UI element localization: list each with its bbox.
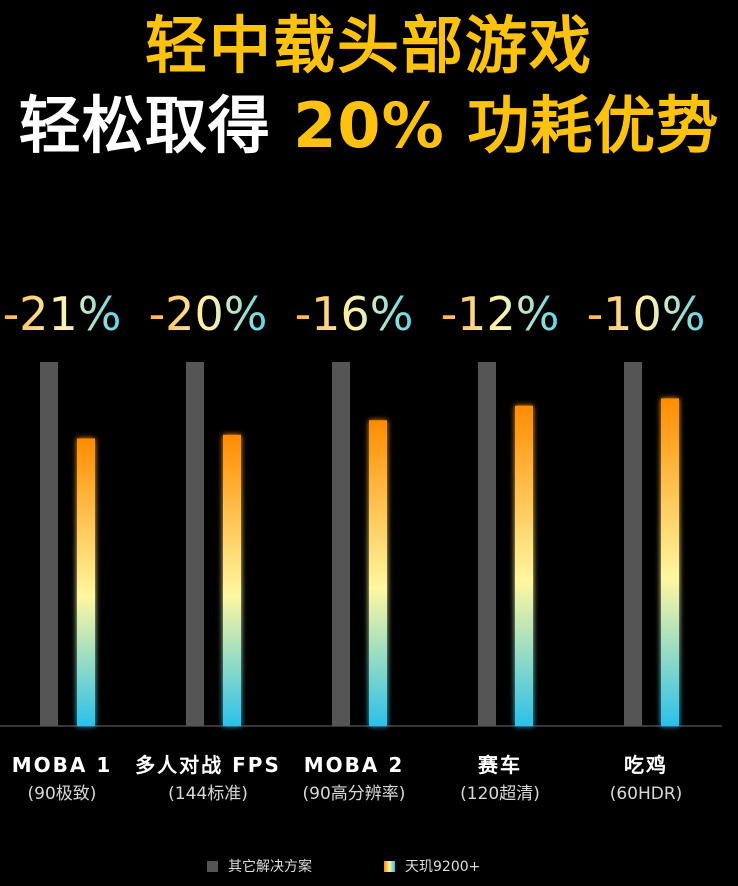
bar-chart: -21% -20% -16% -12% -10% <box>0 287 722 727</box>
category-label: 多人对战 FPS (144标准) <box>135 752 281 806</box>
category-setting: (144标准) <box>168 784 248 804</box>
category-label: 赛车 (120超清) <box>427 752 573 806</box>
legend-label-dimensity: 天玑9200+ <box>405 859 481 875</box>
legend-swatch-gradient-icon <box>384 860 395 872</box>
data-label-percent: -10% <box>587 287 706 341</box>
bar-other-solution <box>186 362 204 726</box>
bar-dimensity-9200plus <box>661 398 679 726</box>
legend-label-other: 其它解决方案 <box>228 859 312 875</box>
category-name: MOBA 2 <box>303 753 405 777</box>
category-label: 吃鸡 (60HDR) <box>573 752 719 806</box>
title-line2-highlight: 20% 功耗优势 <box>293 89 720 162</box>
category-label: MOBA 1 (90极致) <box>0 752 135 806</box>
category-name: MOBA 1 <box>11 753 113 777</box>
data-label-percent: -21% <box>3 287 122 341</box>
legend-item-other: 其它解决方案 <box>207 856 312 876</box>
category-setting: (90高分辨率) <box>302 784 406 804</box>
category-setting: (120超清) <box>460 784 540 804</box>
bar-other-solution <box>332 362 350 726</box>
category-name: 多人对战 FPS <box>135 753 281 777</box>
data-label-percent: -12% <box>441 287 560 341</box>
bar-other-solution <box>624 362 642 726</box>
bar-dimensity-9200plus <box>369 420 387 726</box>
category-label: MOBA 2 (90高分辨率) <box>281 752 427 806</box>
title-line2-prefix: 轻松取得 <box>18 89 294 162</box>
bar-dimensity-9200plus <box>223 434 241 726</box>
bar-other-solution <box>478 362 496 726</box>
category-setting: (60HDR) <box>609 784 683 804</box>
data-label-percent: -20% <box>149 287 268 341</box>
legend-item-dimensity: 天玑9200+ <box>384 856 480 876</box>
category-name: 吃鸡 <box>624 753 668 777</box>
bar-dimensity-9200plus <box>77 438 95 726</box>
bar-dimensity-9200plus <box>515 405 533 726</box>
category-name: 赛车 <box>478 753 522 777</box>
chart-title-line1: 轻中载头部游戏 <box>144 9 593 82</box>
data-label-percent: -16% <box>295 287 414 341</box>
legend-swatch-gray-icon <box>207 860 218 872</box>
chart-title-line2: 轻松取得 20% 功耗优势 <box>0 86 738 166</box>
category-setting: (90极致) <box>27 784 97 804</box>
bar-other-solution <box>40 362 58 726</box>
